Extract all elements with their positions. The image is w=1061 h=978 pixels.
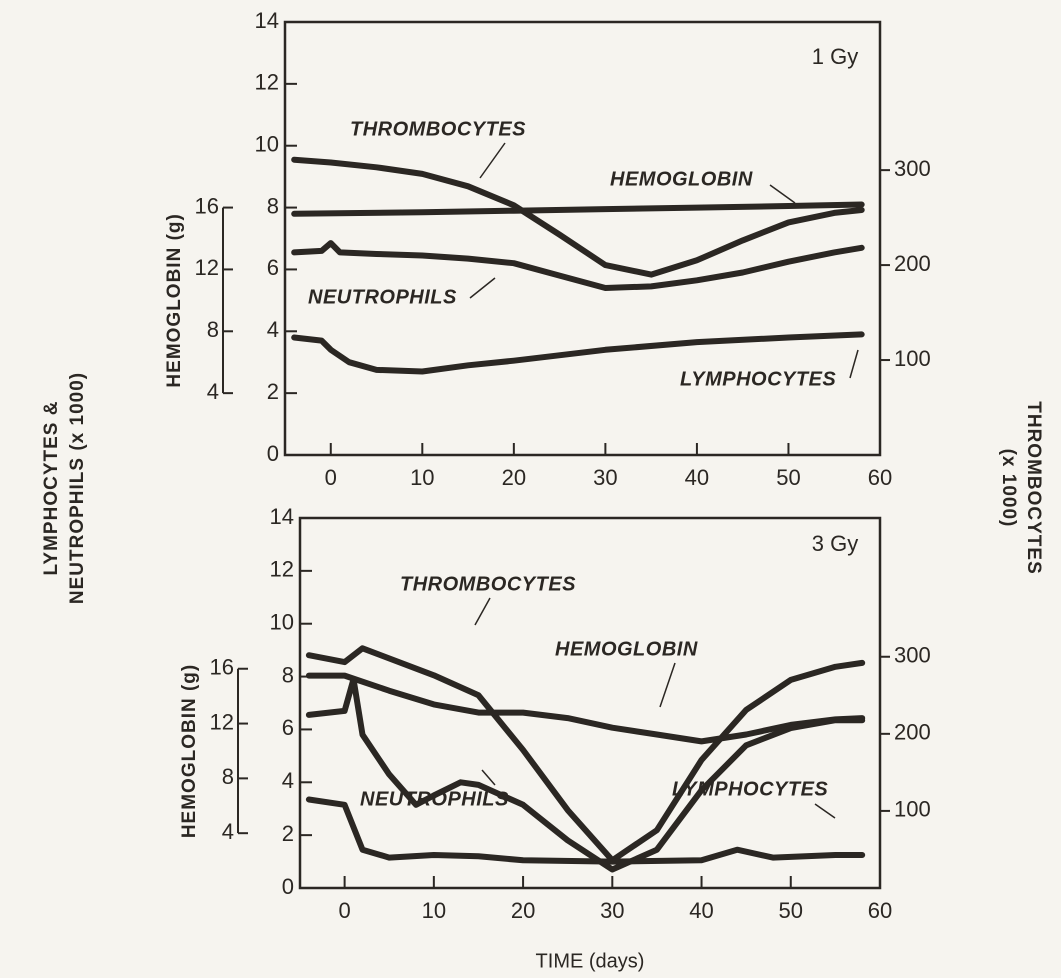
series-label: HEMOGLOBIN (610, 168, 753, 190)
label-arrow (479, 142, 506, 179)
y-tick-label: 4 (282, 768, 294, 793)
x-tick-label: 10 (410, 465, 434, 490)
series-label: NEUTROPHILS (360, 788, 509, 810)
y-tick-label: 4 (267, 317, 279, 342)
y-tick-label: 6 (267, 255, 279, 280)
y3-axis-label: HEMOGLOBIN (g) (164, 213, 185, 387)
series-label: THROMBOCYTES (400, 573, 576, 595)
label-arrow (849, 349, 859, 379)
series-label: THROMBOCYTES (350, 118, 526, 140)
y-axis-label: NEUTROPHILS (x 1000) (67, 372, 88, 604)
x-tick-label: 30 (600, 898, 624, 923)
y-tick-label: 8 (282, 662, 294, 687)
series-line (291, 331, 865, 375)
x-tick-label: 60 (868, 465, 892, 490)
y-tick-label: 14 (255, 8, 279, 33)
x-axis-label: TIME (days) (536, 950, 645, 972)
y-axis-label: LYMPHOCYTES & (41, 401, 62, 576)
series-label: HEMOGLOBIN (555, 638, 698, 660)
y3-tick-label: 16 (210, 655, 234, 680)
y3-tick-label: 16 (195, 193, 219, 218)
series-line (305, 676, 866, 873)
y2-tick-label: 300 (894, 156, 931, 181)
label-arrow (814, 803, 836, 819)
y-tick-label: 10 (270, 610, 294, 635)
y3-tick-label: 8 (207, 317, 219, 342)
y-tick-label: 10 (255, 132, 279, 157)
y2-tick-label: 100 (894, 346, 931, 371)
y2-axis-label: THROMBOCYTES (1023, 401, 1044, 575)
x-tick-label: 0 (338, 898, 350, 923)
y2-tick-label: 100 (894, 797, 931, 822)
label-arrow (659, 662, 676, 708)
y2-axis-label: (x 1000) (998, 449, 1019, 528)
panel-annotation: 1 Gy (812, 44, 858, 69)
x-tick-label: 60 (868, 898, 892, 923)
y-tick-label: 2 (282, 821, 294, 846)
y-tick-label: 6 (282, 715, 294, 740)
x-tick-label: 0 (325, 465, 337, 490)
series-line (305, 645, 866, 864)
y2-tick-label: 200 (894, 720, 931, 745)
y3-tick-label: 8 (222, 764, 234, 789)
y3-tick-label: 4 (207, 379, 219, 404)
x-tick-label: 30 (593, 465, 617, 490)
plot-frame (283, 20, 882, 457)
x-tick-label: 10 (422, 898, 446, 923)
x-tick-label: 20 (511, 898, 535, 923)
x-tick-label: 50 (779, 898, 803, 923)
y-tick-label: 12 (255, 70, 279, 95)
series-line (291, 240, 865, 291)
series-line (305, 672, 866, 745)
plot-frame (298, 516, 882, 890)
x-tick-label: 40 (689, 898, 713, 923)
y-tick-label: 0 (282, 874, 294, 899)
y-tick-label: 14 (270, 504, 294, 529)
y2-tick-label: 200 (894, 251, 931, 276)
series-line (291, 156, 865, 278)
label-arrow (469, 277, 496, 299)
label-arrow (474, 597, 491, 626)
series-line (291, 201, 865, 217)
x-tick-label: 40 (685, 465, 709, 490)
y-tick-label: 8 (267, 193, 279, 218)
label-arrow (481, 769, 496, 786)
y-tick-label: 12 (270, 557, 294, 582)
y3-tick-label: 4 (222, 819, 234, 844)
y3-axis-label: HEMOGLOBIN (g) (179, 664, 200, 838)
series-label: NEUTROPHILS (308, 286, 457, 308)
x-tick-label: 50 (776, 465, 800, 490)
series-label: LYMPHOCYTES (672, 778, 828, 800)
y3-tick-label: 12 (210, 709, 234, 734)
y-tick-label: 0 (267, 441, 279, 466)
y3-tick-label: 12 (195, 255, 219, 280)
label-arrow (769, 184, 796, 204)
panel-annotation: 3 Gy (812, 531, 858, 556)
series-label: LYMPHOCYTES (680, 368, 836, 390)
series-line (305, 796, 866, 865)
x-tick-label: 20 (502, 465, 526, 490)
y-tick-label: 2 (267, 379, 279, 404)
y2-tick-label: 300 (894, 643, 931, 668)
